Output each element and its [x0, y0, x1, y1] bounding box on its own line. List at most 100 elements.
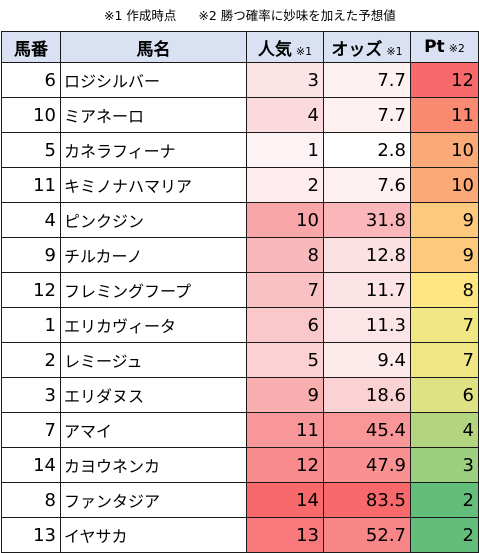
pt-cell: 11 — [410, 97, 479, 133]
horse-name-cell: アマイ — [60, 412, 247, 448]
popularity-cell: 2 — [246, 167, 324, 203]
header-odds-label: オッズ — [331, 39, 383, 60]
popularity-cell: 6 — [246, 307, 324, 343]
popularity-cell: 5 — [246, 342, 324, 378]
horse-name-cell: ロジシルバー — [60, 62, 247, 98]
pt-cell: 7 — [410, 342, 479, 378]
header-popularity-note: ※1 — [295, 44, 313, 58]
horse-number-cell: 4 — [1, 202, 61, 238]
horse-name-cell: エリダヌス — [60, 377, 247, 413]
pt-cell: 6 — [410, 377, 479, 413]
pt-cell: 8 — [410, 272, 479, 308]
table-row: 11 キミノナハマリア 2 7.6 10 — [1, 167, 479, 203]
header-row: 馬番 馬名 人気 ※1 オッズ ※1 Pt ※2 — [1, 31, 479, 63]
header-odds: オッズ ※1 — [323, 31, 411, 63]
odds-cell: 52.7 — [323, 517, 411, 553]
horse-number-cell: 6 — [1, 62, 61, 98]
horse-number-cell: 1 — [1, 307, 61, 343]
horse-name-cell: イヤサカ — [60, 517, 247, 553]
note-pt-definition: ※2 勝つ確率に妙味を加えた予想値 — [198, 8, 396, 23]
pt-cell: 2 — [410, 482, 479, 518]
pt-cell: 9 — [410, 202, 479, 238]
odds-cell: 9.4 — [323, 342, 411, 378]
pt-cell: 4 — [410, 412, 479, 448]
odds-cell: 11.7 — [323, 272, 411, 308]
horse-name-cell: ミアネーロ — [60, 97, 247, 133]
odds-cell: 7.7 — [323, 62, 411, 98]
footnote-line: ※1 作成時点 ※2 勝つ確率に妙味を加えた予想値 — [0, 0, 479, 31]
horse-number-cell: 12 — [1, 272, 61, 308]
popularity-cell: 1 — [246, 132, 324, 168]
header-pt: Pt ※2 — [410, 31, 479, 63]
odds-cell: 7.7 — [323, 97, 411, 133]
table-body: 6 ロジシルバー 3 7.7 12 10 ミアネーロ 4 7.7 11 5 カネラフィーナ 1 2.8 10… — [1, 62, 479, 553]
popularity-cell: 7 — [246, 272, 324, 308]
popularity-cell: 14 — [246, 482, 324, 518]
horse-number-cell: 11 — [1, 167, 61, 203]
pt-cell: 9 — [410, 237, 479, 273]
horse-number-cell: 3 — [1, 377, 61, 413]
table-row: 9 チルカーノ 8 12.8 9 — [1, 237, 479, 273]
header-horse-number: 馬番 — [1, 31, 61, 63]
horse-name-cell: ピンクジン — [60, 202, 247, 238]
table-row: 12 フレミングフープ 7 11.7 8 — [1, 272, 479, 308]
table-row: 10 ミアネーロ 4 7.7 11 — [1, 97, 479, 133]
header-popularity-label: 人気 — [257, 39, 292, 60]
race-prediction-table: 馬番 馬名 人気 ※1 オッズ ※1 Pt ※2 6 ロジシルバー 3 7.7 12 10 ミアネ… — [1, 31, 479, 553]
horse-name-cell: エリカヴィータ — [60, 307, 247, 343]
popularity-cell: 4 — [246, 97, 324, 133]
note-creation-time: ※1 作成時点 — [104, 8, 177, 23]
horse-number-cell: 9 — [1, 237, 61, 273]
odds-cell: 31.8 — [323, 202, 411, 238]
odds-cell: 12.8 — [323, 237, 411, 273]
table-row: 2 レミージュ 5 9.4 7 — [1, 342, 479, 378]
horse-name-cell: チルカーノ — [60, 237, 247, 273]
pt-cell: 12 — [410, 62, 479, 98]
horse-number-cell: 10 — [1, 97, 61, 133]
header-pt-label: Pt — [424, 37, 445, 57]
popularity-cell: 10 — [246, 202, 324, 238]
table-row: 3 エリダヌス 9 18.6 6 — [1, 377, 479, 413]
popularity-cell: 9 — [246, 377, 324, 413]
odds-cell: 7.6 — [323, 167, 411, 203]
table-row: 7 アマイ 11 45.4 4 — [1, 412, 479, 448]
pt-cell: 2 — [410, 517, 479, 553]
pt-cell: 10 — [410, 132, 479, 168]
horse-name-cell: レミージュ — [60, 342, 247, 378]
odds-cell: 45.4 — [323, 412, 411, 448]
table-row: 5 カネラフィーナ 1 2.8 10 — [1, 132, 479, 168]
odds-cell: 18.6 — [323, 377, 411, 413]
table-row: 1 エリカヴィータ 6 11.3 7 — [1, 307, 479, 343]
horse-name-cell: ファンタジア — [60, 482, 247, 518]
header-popularity: 人気 ※1 — [246, 31, 324, 63]
odds-cell: 83.5 — [323, 482, 411, 518]
popularity-cell: 8 — [246, 237, 324, 273]
horse-number-cell: 8 — [1, 482, 61, 518]
table-row: 8 ファンタジア 14 83.5 2 — [1, 482, 479, 518]
table-row: 14 カヨウネンカ 12 47.9 3 — [1, 447, 479, 483]
header-pt-note: ※2 — [448, 42, 465, 55]
pt-cell: 7 — [410, 307, 479, 343]
horse-name-cell: フレミングフープ — [60, 272, 247, 308]
pt-cell: 10 — [410, 167, 479, 203]
horse-number-cell: 5 — [1, 132, 61, 168]
popularity-cell: 3 — [246, 62, 324, 98]
popularity-cell: 12 — [246, 447, 324, 483]
header-odds-note: ※1 — [386, 44, 403, 58]
horse-number-cell: 13 — [1, 517, 61, 553]
odds-cell: 11.3 — [323, 307, 411, 343]
odds-cell: 2.8 — [323, 132, 411, 168]
table-row: 13 イヤサカ 13 52.7 2 — [1, 517, 479, 553]
header-horse-name: 馬名 — [60, 31, 247, 63]
popularity-cell: 11 — [246, 412, 324, 448]
horse-number-cell: 2 — [1, 342, 61, 378]
odds-cell: 47.9 — [323, 447, 411, 483]
table-row: 4 ピンクジン 10 31.8 9 — [1, 202, 479, 238]
horse-name-cell: カネラフィーナ — [60, 132, 247, 168]
table-row: 6 ロジシルバー 3 7.7 12 — [1, 62, 479, 98]
horse-name-cell: カヨウネンカ — [60, 447, 247, 483]
horse-number-cell: 7 — [1, 412, 61, 448]
horse-number-cell: 14 — [1, 447, 61, 483]
horse-name-cell: キミノナハマリア — [60, 167, 247, 203]
popularity-cell: 13 — [246, 517, 324, 553]
